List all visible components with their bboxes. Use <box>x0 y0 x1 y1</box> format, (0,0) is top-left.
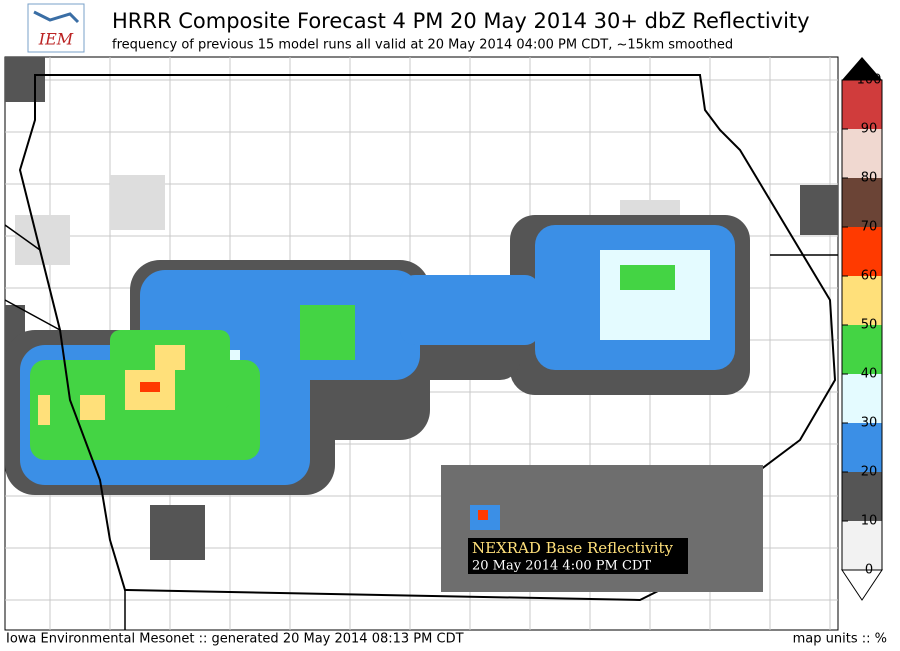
cell <box>150 505 205 560</box>
cell <box>155 345 185 370</box>
colorbar-band <box>842 178 882 227</box>
colorbar-tick-label: 70 <box>861 220 878 235</box>
colorbar-tick-label: 100 <box>857 73 882 88</box>
colorbar-tick-label: 90 <box>861 122 878 137</box>
colorbar-tick-label: 10 <box>861 514 878 529</box>
map: NEXRAD Base Reflectivity 20 May 2014 4:0… <box>4 56 839 631</box>
colorbar-tick-label: 60 <box>861 269 878 284</box>
colorbar-tick-label: 30 <box>861 416 878 431</box>
logo-icon <box>33 10 80 24</box>
colorbar-tick-label: 20 <box>861 465 878 480</box>
colorbar-band <box>842 276 882 325</box>
inset-label-box <box>468 538 688 574</box>
colorbar-band <box>842 423 882 472</box>
colorbar-tick-label: 50 <box>861 318 878 333</box>
colorbar-band <box>842 129 882 178</box>
inset: NEXRAD Base Reflectivity 20 May 2014 4:0… <box>441 465 763 592</box>
cell <box>140 382 160 392</box>
colorbar-band <box>842 374 882 423</box>
cell <box>600 250 710 340</box>
colorbar-band <box>842 80 882 129</box>
inset-echo <box>478 510 488 520</box>
colorbar-band <box>842 472 882 521</box>
logo-text: IEM <box>38 30 74 49</box>
forecast-field <box>5 57 838 560</box>
colorbar: 0 10 20 30 40 50 60 70 80 90 100 <box>841 57 883 601</box>
inset-time: 20 May 2014 4:00 PM CDT <box>472 559 651 574</box>
colorbar-tick-label: 80 <box>861 171 878 186</box>
cell <box>300 305 355 360</box>
cell <box>400 275 540 345</box>
colorbar-tick-label: 0 <box>865 563 873 578</box>
title: HRRR Composite Forecast 4 PM 20 May 2014… <box>112 9 810 33</box>
footer-right: map units :: % <box>793 632 887 647</box>
footer-left: Iowa Environmental Mesonet :: generated … <box>6 632 464 647</box>
inset-title: NEXRAD Base Reflectivity <box>472 539 674 557</box>
cell <box>110 175 165 230</box>
cell <box>80 395 105 420</box>
subtitle: frequency of previous 15 model runs all … <box>112 38 733 53</box>
colorbar-band <box>842 227 882 276</box>
cell <box>620 265 675 290</box>
colorbar-tick-label: 40 <box>861 367 878 382</box>
colorbar-under <box>841 569 883 601</box>
colorbar-band <box>842 325 882 374</box>
neighbor-boundary <box>4 224 838 630</box>
cell <box>800 185 838 235</box>
logo: IEM <box>27 3 85 53</box>
cell <box>5 57 45 102</box>
colorbar-band <box>842 521 882 570</box>
colorbar-over <box>842 57 882 80</box>
cell <box>38 395 50 425</box>
